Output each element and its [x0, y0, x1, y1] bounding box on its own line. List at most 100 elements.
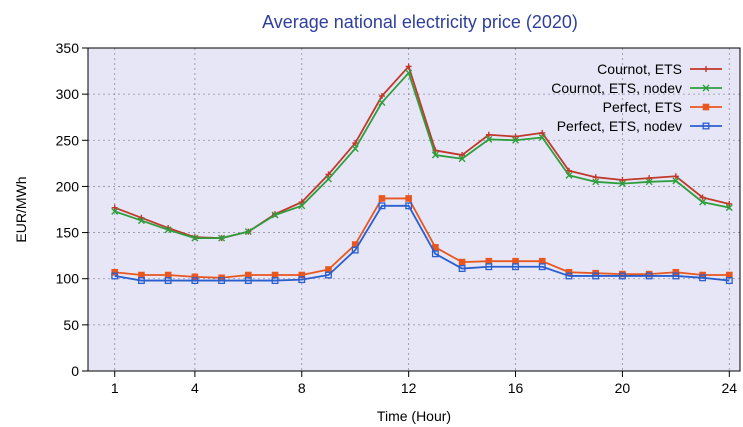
data-point: [378, 202, 386, 210]
y-tick-label: 50: [63, 317, 79, 333]
data-point: [459, 152, 466, 159]
data-point: [699, 194, 706, 201]
data-point: [565, 268, 573, 276]
data-point: [351, 246, 359, 254]
legend-entry-1: Cournot, ETS: [597, 61, 722, 77]
x-tick-label: 24: [722, 380, 738, 396]
data-point: [271, 271, 279, 279]
data-point: [592, 178, 600, 186]
data-point: [699, 198, 707, 206]
legend-label: Cournot, ETS, nodev: [551, 80, 682, 96]
data-point: [298, 199, 305, 206]
x-tick-label: 8: [298, 380, 306, 396]
data-point: [726, 200, 733, 207]
data-point: [111, 204, 118, 211]
data-point: [672, 173, 679, 180]
data-point: [298, 202, 306, 210]
series-layer: [111, 63, 733, 285]
data-point: [458, 258, 466, 266]
legend-entry-2: Cournot, ETS, nodev: [551, 80, 722, 96]
data-point: [458, 265, 466, 273]
data-point: [378, 92, 385, 99]
data-point: [672, 268, 680, 276]
y-tick-label: 250: [56, 132, 80, 148]
legend-entry-4: Perfect, ETS, nodev: [557, 118, 722, 134]
data-point: [431, 151, 439, 159]
series-4: [111, 202, 733, 285]
data-point: [191, 277, 199, 285]
data-point: [538, 263, 546, 271]
data-point: [645, 272, 653, 280]
data-point: [592, 272, 600, 280]
legend-marker: [702, 103, 710, 111]
data-point: [164, 271, 172, 279]
data-point: [565, 272, 573, 280]
data-point: [726, 271, 733, 279]
data-point: [245, 271, 252, 279]
data-point: [298, 271, 306, 279]
data-point: [512, 263, 519, 271]
plot-frame: [87, 47, 741, 372]
data-point: [646, 175, 653, 182]
data-point: [645, 178, 653, 186]
data-point: [699, 274, 707, 282]
x-tick-label: 4: [191, 380, 199, 396]
data-point: [298, 276, 306, 284]
y-tick-label: 350: [56, 40, 80, 56]
legend-label: Perfect, ETS, nodev: [557, 118, 682, 134]
chart-title: Average national electricity price (2020…: [262, 12, 578, 32]
data-point: [512, 136, 520, 144]
legend-marker: [702, 84, 710, 92]
data-point: [111, 268, 119, 276]
data-point: [512, 257, 519, 265]
data-point: [538, 257, 546, 265]
x-axis-title: Time (Hour): [377, 408, 451, 424]
legend-label: Cournot, ETS: [597, 61, 682, 77]
data-point: [725, 277, 733, 285]
data-point: [138, 271, 145, 279]
data-point: [191, 234, 199, 242]
series-line: [114, 197, 730, 279]
data-point: [672, 272, 680, 280]
data-point: [111, 207, 119, 215]
x-tick-label: 20: [615, 380, 631, 396]
data-point: [725, 204, 733, 212]
x-tick-label: 16: [508, 380, 524, 396]
data-point: [164, 226, 172, 234]
data-point: [405, 202, 413, 210]
data-point: [244, 228, 252, 236]
data-point: [352, 140, 359, 147]
axis-ticks: 0 50 100 150 200 250 300 350 1 4 8 12 16 20 24: [56, 40, 738, 396]
y-tick-label: 200: [56, 178, 80, 194]
x-tick-label: 1: [111, 380, 119, 396]
data-point: [244, 277, 252, 285]
data-point: [431, 250, 439, 258]
data-point: [325, 266, 332, 273]
data-point: [485, 135, 493, 143]
data-point: [672, 177, 680, 185]
data-point: [565, 171, 573, 179]
data-point: [485, 131, 492, 138]
data-point: [325, 271, 332, 279]
data-point: [619, 176, 626, 183]
legend-marker: [703, 66, 709, 72]
data-point: [618, 180, 626, 188]
data-point: [538, 134, 546, 142]
data-point: [539, 129, 546, 136]
data-point: [618, 272, 626, 280]
legend-entry-3: Perfect, ETS: [603, 99, 722, 115]
y-tick-label: 100: [56, 271, 80, 287]
legend: Cournot, ETS Cournot, ETS, nodev Perfect, …: [551, 61, 722, 134]
y-tick-label: 0: [71, 363, 79, 379]
data-point: [485, 263, 493, 271]
data-point: [271, 277, 279, 285]
x-tick-label: 12: [401, 380, 417, 396]
data-point: [378, 98, 386, 106]
series-line: [114, 72, 730, 240]
y-axis-title: EUR/MWh: [13, 176, 29, 242]
data-point: [378, 195, 386, 202]
data-point: [218, 234, 226, 242]
data-point: [324, 175, 332, 183]
